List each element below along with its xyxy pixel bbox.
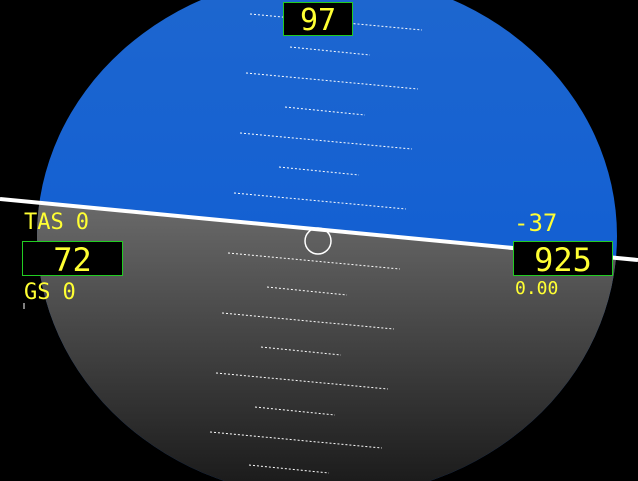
heading-value: 97	[299, 3, 337, 38]
tas-label: TAS	[24, 210, 64, 235]
heading-readout-box: 97	[283, 2, 353, 36]
gs-label: GS	[24, 280, 51, 305]
pitch-ladder	[209, 13, 423, 474]
altitude-readout-box: 925	[513, 241, 613, 276]
ground-area	[37, 199, 617, 481]
vertical-speed-top: -37	[514, 209, 558, 237]
airspeed-readout-box: 72	[22, 241, 123, 276]
vertical-speed-bottom: 0.00	[515, 278, 559, 299]
gs-readout: GS 0	[24, 282, 76, 304]
tas-value: 0	[75, 210, 89, 235]
gs-value: 0	[62, 280, 76, 305]
airspeed-value: 72	[53, 241, 92, 279]
altitude-value: 925	[534, 241, 592, 279]
aircraft-reference-symbol	[304, 227, 332, 255]
tas-readout: TAS 0	[24, 212, 89, 234]
